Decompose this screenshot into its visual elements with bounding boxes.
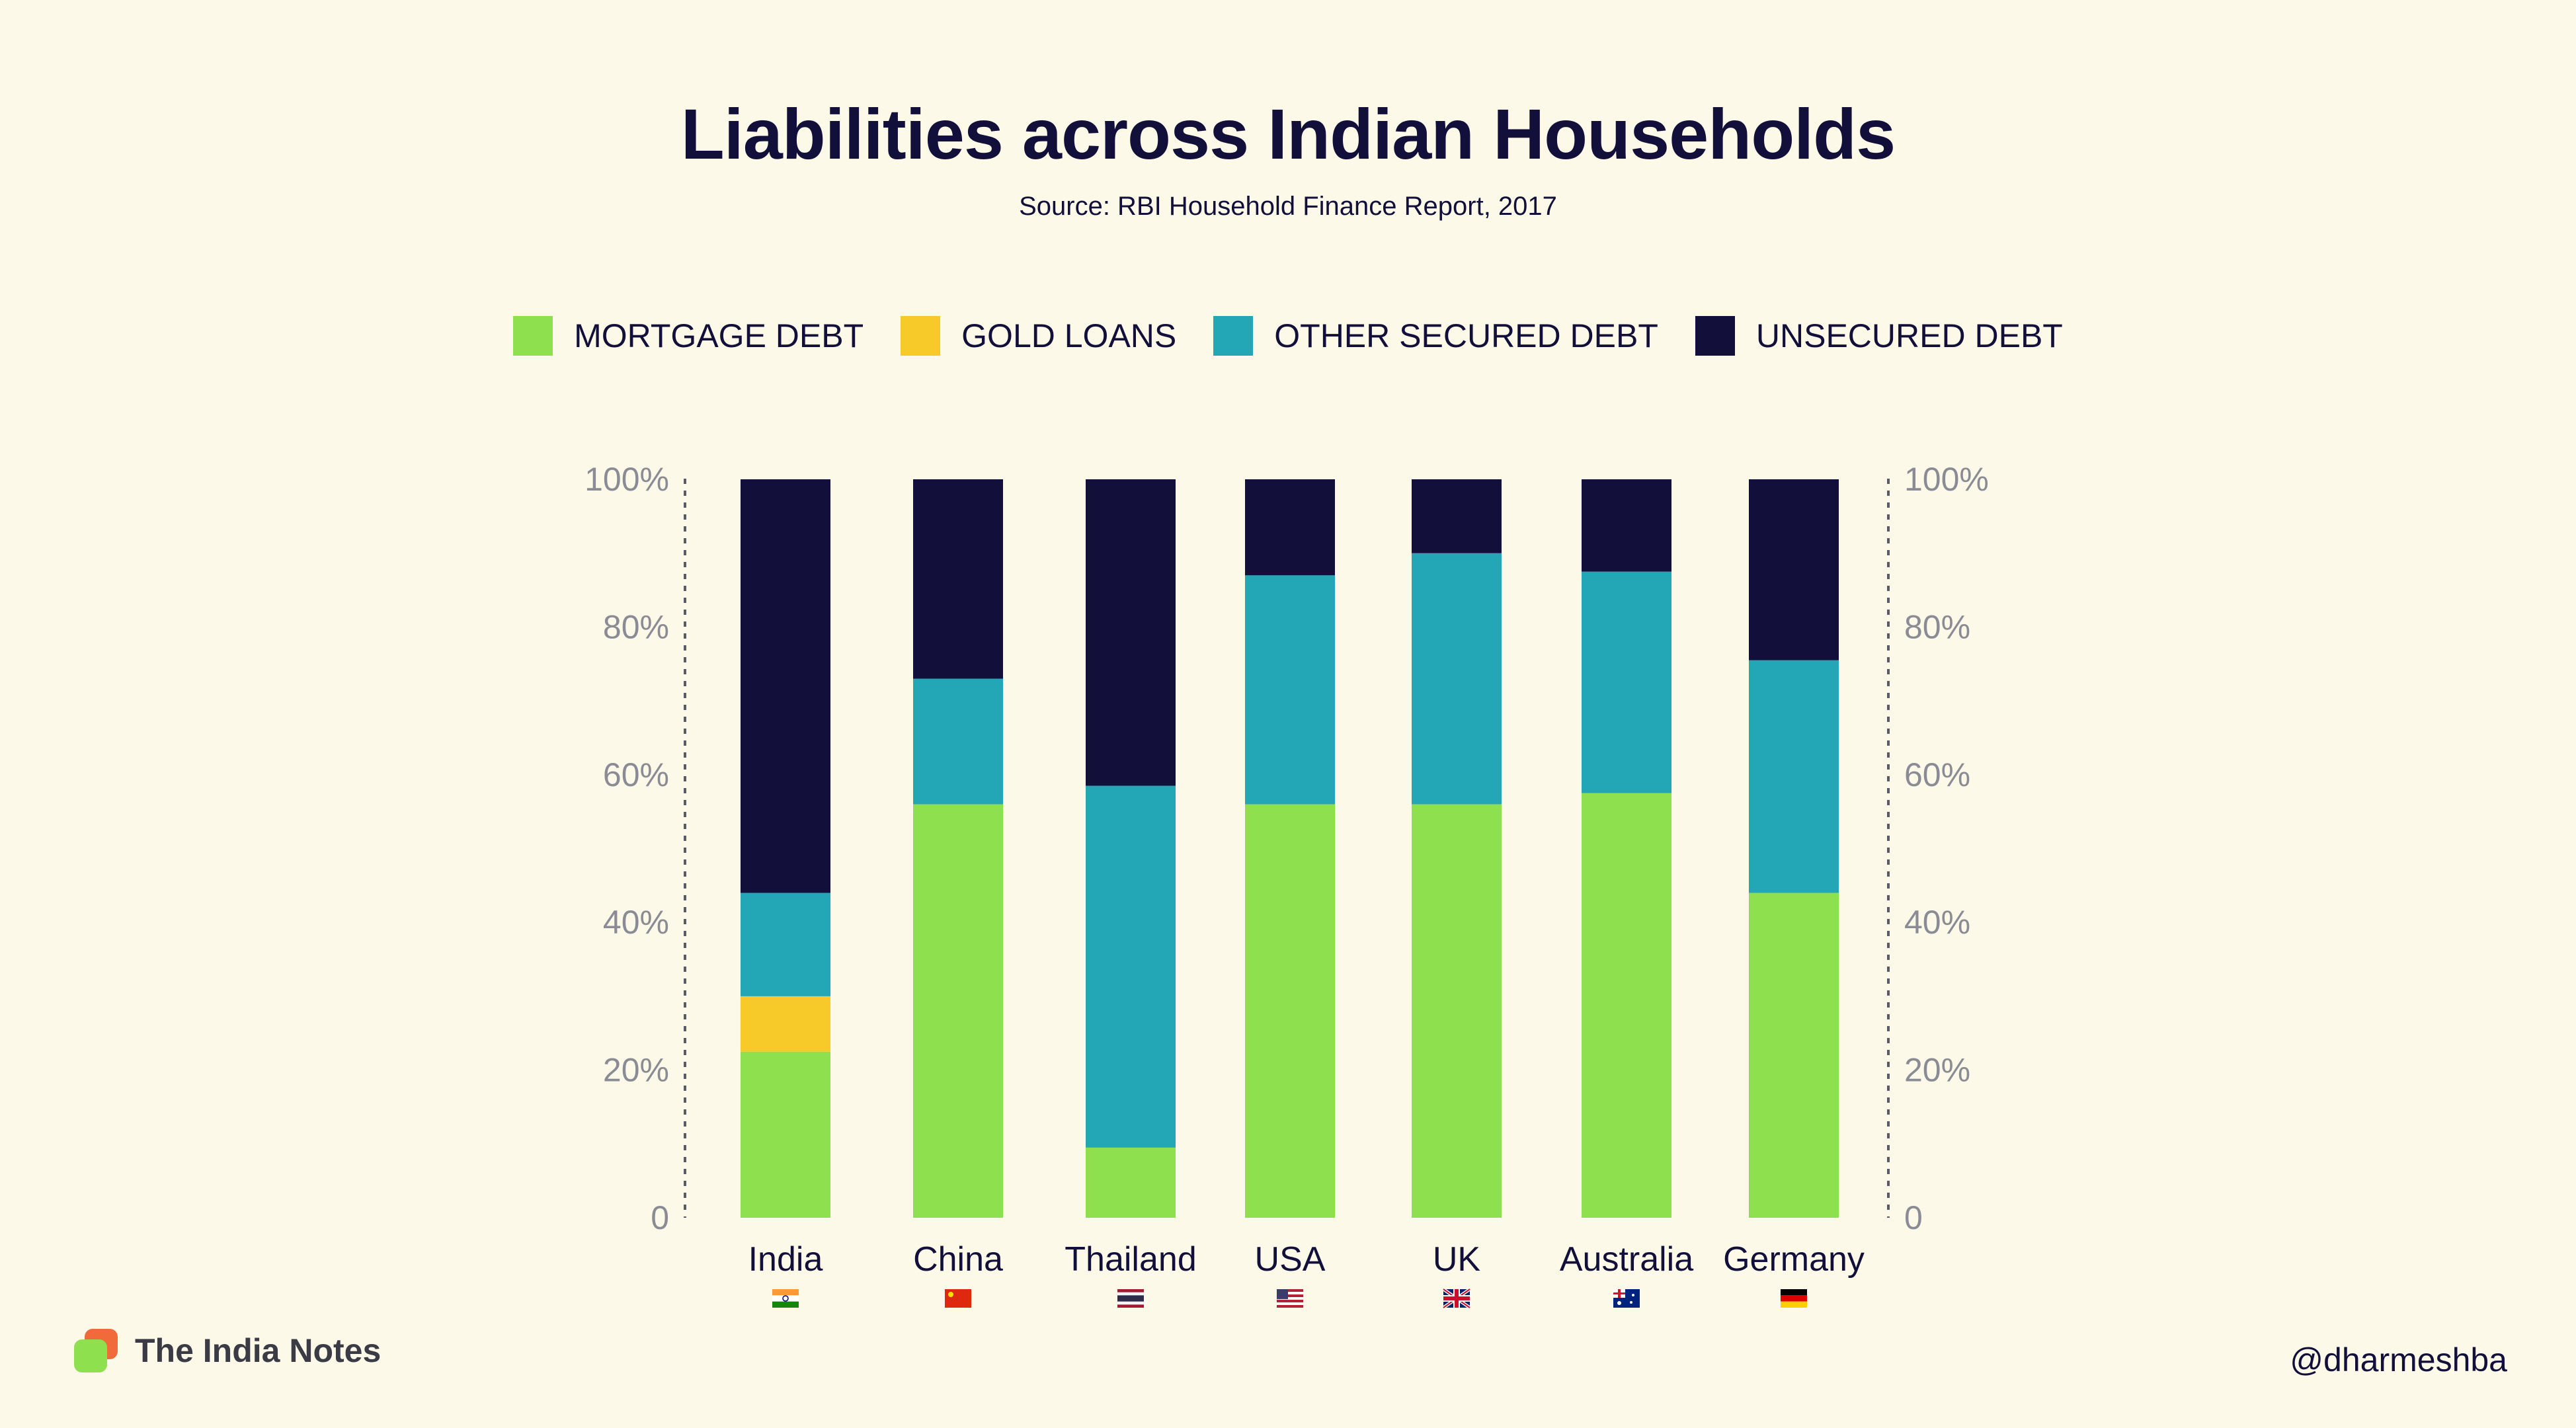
y-tick-left-label: 60% <box>603 756 669 793</box>
y-tick-left-label: 40% <box>603 904 669 941</box>
chart-title: Liabilities across Indian Households <box>680 94 1896 174</box>
de-flag-icon <box>1781 1289 1807 1308</box>
x-category-label: Germany <box>1723 1240 1865 1279</box>
y-tick-right-label: 0 <box>1904 1199 1923 1236</box>
bar-germany-other-secured-debt <box>1749 660 1839 893</box>
y-tick-right-label: 60% <box>1904 756 1970 793</box>
legend-swatch-mortgage <box>513 316 553 356</box>
brand: The India Notes <box>73 1328 381 1374</box>
brand-name: The India Notes <box>135 1332 382 1369</box>
x-category-label: Thailand <box>1065 1240 1196 1279</box>
bar-australia-other-secured-debt <box>1582 571 1671 793</box>
bar-china-other-secured-debt <box>913 678 1003 805</box>
x-category-label: Australia <box>1560 1240 1693 1279</box>
chart-subtitle: Source: RBI Household Finance Report, 20… <box>1019 192 1557 221</box>
cn-flag-icon <box>945 1289 971 1308</box>
bar-thailand-other-secured-debt <box>1086 785 1176 1148</box>
bar-india-unsecured-debt <box>741 479 830 893</box>
bar-china-mortgage-debt <box>913 804 1003 1218</box>
legend-swatch-unsecured <box>1695 316 1735 356</box>
legend-item-mortgage: MORTGAGE DEBT <box>513 316 864 356</box>
y-tick-left-label: 100% <box>584 461 669 498</box>
bar-australia-mortgage-debt <box>1582 793 1671 1218</box>
india-notes-logo-icon <box>74 1329 118 1372</box>
x-category-label: India <box>748 1240 823 1279</box>
us-flag-icon <box>1277 1289 1303 1308</box>
legend-label-other-secured: OTHER SECURED DEBT <box>1274 317 1658 354</box>
legend-item-other-secured: OTHER SECURED DEBT <box>1213 316 1658 356</box>
bar-india-gold-loans <box>741 996 830 1052</box>
bar-uk-mortgage-debt <box>1412 804 1502 1218</box>
bar-india-other-secured-debt <box>741 892 830 996</box>
gb-flag-icon <box>1442 1287 1471 1310</box>
legend-item-unsecured: UNSECURED DEBT <box>1695 316 2063 356</box>
y-tick-left-label: 80% <box>603 608 669 645</box>
legend-swatch-other-secured <box>1213 316 1254 356</box>
in-flag-icon <box>772 1289 799 1308</box>
country-flags <box>772 1287 1807 1310</box>
legend-item-gold: GOLD LOANS <box>901 316 1176 356</box>
y-axis-left-ticks: 0 20% 40% 60% 80% 100% <box>584 461 669 1236</box>
y-tick-right-label: 40% <box>1904 904 1970 941</box>
x-category-label: UK <box>1433 1240 1481 1279</box>
bars-group <box>741 479 1839 1218</box>
bar-germany-unsecured-debt <box>1749 479 1839 660</box>
bar-uk-other-secured-debt <box>1412 553 1502 805</box>
y-tick-left-label: 0 <box>651 1199 669 1236</box>
bar-thailand-mortgage-debt <box>1086 1147 1176 1218</box>
x-category-label: China <box>913 1240 1003 1279</box>
au-flag-icon <box>1613 1289 1640 1308</box>
legend-swatch-gold <box>901 316 941 356</box>
author-handle: @dharmeshba <box>2290 1341 2507 1378</box>
bar-germany-mortgage-debt <box>1749 892 1839 1218</box>
bar-usa-mortgage-debt <box>1245 804 1335 1218</box>
y-tick-left-label: 20% <box>603 1052 669 1089</box>
legend-label-gold: GOLD LOANS <box>961 317 1177 354</box>
legend: MORTGAGE DEBT GOLD LOANS OTHER SECURED D… <box>0 316 2576 356</box>
bar-china-unsecured-debt <box>913 479 1003 679</box>
legend-label-unsecured: UNSECURED DEBT <box>1755 317 2063 354</box>
bar-usa-other-secured-debt <box>1245 575 1335 805</box>
x-category-label: USA <box>1255 1240 1326 1279</box>
bar-thailand-unsecured-debt <box>1086 479 1176 786</box>
y-axis-right-ticks: 0 20% 40% 60% 80% 100% <box>1904 461 1989 1236</box>
bar-australia-unsecured-debt <box>1582 479 1671 572</box>
bar-uk-unsecured-debt <box>1412 479 1502 553</box>
y-tick-right-label: 20% <box>1904 1052 1970 1089</box>
y-tick-right-label: 100% <box>1904 461 1989 498</box>
bar-india-mortgage-debt <box>741 1051 830 1218</box>
y-tick-right-label: 80% <box>1904 608 1970 645</box>
bar-usa-unsecured-debt <box>1245 479 1335 576</box>
legend-label-mortgage: MORTGAGE DEBT <box>574 317 864 354</box>
th-flag-icon <box>1117 1289 1144 1308</box>
category-labels: India China Thailand USA UK Australia Germany <box>748 1240 1865 1279</box>
